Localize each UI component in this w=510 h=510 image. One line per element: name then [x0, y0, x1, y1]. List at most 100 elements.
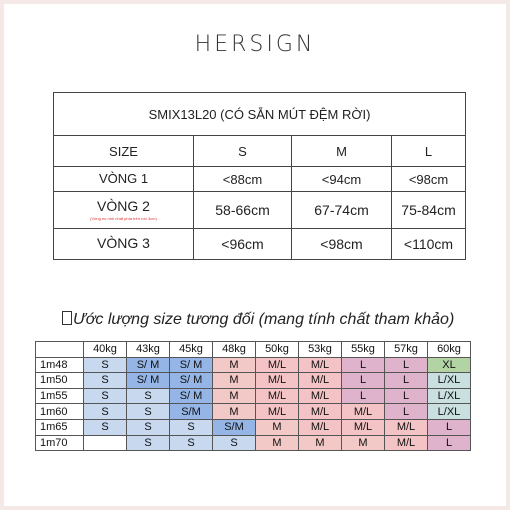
size-cell: M/L: [255, 403, 299, 420]
weight-header-cell: 40kg: [83, 341, 127, 358]
measure-cell: <94cm: [291, 166, 392, 192]
height-row: 1m55 S S S/ M M M/L M/L L L L/XL: [35, 387, 471, 405]
size-cell: S: [83, 418, 127, 436]
weight-size-table: 40kg 43kg 45kg 48kg 50kg 53kg 55kg 57kg 60kg 1m48…: [35, 341, 471, 452]
header-cell: M: [291, 135, 392, 167]
size-cell: M/L: [384, 418, 428, 436]
estimate-heading-text: Ước lượng size tương đối (mang tính chất…: [73, 311, 455, 328]
weight-header-cell: 43kg: [126, 341, 170, 358]
row-label: VÒNG 1: [53, 166, 194, 192]
height-label: 1m60: [35, 403, 84, 420]
size-chart-title-row: SMIX13L20 (CÓ SẴN MÚT ĐỆM RỜI): [52, 92, 467, 136]
weight-header-row: 40kg 43kg 45kg 48kg 50kg 53kg 55kg 57kg 60kg: [35, 341, 471, 358]
size-cell: S: [169, 418, 213, 436]
size-cell: M/L: [298, 403, 342, 420]
size-cell: M/L: [298, 372, 342, 389]
weight-header-cell: 60kg: [427, 341, 471, 358]
height-row: 1m65 S S S S/M M M/L M/L M/L L: [35, 418, 471, 436]
size-cell: [83, 434, 127, 452]
size-cell: M/L: [341, 403, 385, 420]
size-cell: S/ M: [126, 372, 170, 389]
checkbox-icon: [62, 311, 72, 325]
size-cell: S/ M: [169, 356, 213, 374]
size-cell: L: [341, 372, 385, 389]
size-cell: L: [341, 356, 385, 374]
size-cell: M/L: [255, 387, 299, 405]
size-cell: L: [384, 372, 428, 389]
size-chart-row: VÒNG 1 <88cm <94cm <98cm: [53, 166, 467, 192]
brand-logo: HERSIGN: [194, 32, 316, 57]
weight-header-cell: 57kg: [384, 341, 428, 358]
size-cell: S: [83, 387, 127, 405]
weight-header-cell: 53kg: [298, 341, 342, 358]
size-cell: M: [298, 434, 342, 452]
size-cell: L: [341, 387, 385, 405]
size-cell: M: [212, 356, 256, 374]
size-cell: M: [255, 434, 299, 452]
size-cell: S: [169, 434, 213, 452]
size-cell: M: [212, 387, 256, 405]
size-cell: S: [83, 356, 127, 374]
size-chart-row: VÒNG 3 <96cm <98cm <110cm: [53, 228, 467, 260]
height-label: 1m65: [35, 418, 84, 436]
size-cell: L: [384, 403, 428, 420]
product-card: HERSIGN SMIX13L20 (CÓ SẴN MÚT ĐỆM RỜI) S…: [4, 4, 506, 506]
size-cell: M/L: [384, 434, 428, 452]
size-cell: M: [212, 372, 256, 389]
size-cell: L/XL: [427, 387, 471, 405]
size-chart-table: SMIX13L20 (CÓ SẴN MÚT ĐỆM RỜI) SIZE S M …: [52, 92, 467, 260]
estimate-heading: Ước lượng size tương đối (mang tính chất…: [62, 311, 482, 329]
size-cell: S: [126, 403, 170, 420]
row-note: (Vòng eo nhỏ nhất phía trên rốn 3cm): [90, 215, 157, 221]
height-row: 1m70 S S S M M M M/L L: [35, 434, 471, 452]
size-cell: M: [212, 403, 256, 420]
size-cell: L: [427, 434, 471, 452]
size-cell: M/L: [298, 387, 342, 405]
height-label: 1m48: [35, 356, 84, 374]
size-cell: M/L: [255, 356, 299, 374]
size-chart-title: SMIX13L20 (CÓ SẴN MÚT ĐỆM RỜI): [52, 92, 467, 136]
size-cell: L: [384, 356, 428, 374]
height-row: 1m50 S S/ M S/ M M M/L M/L L L L/XL: [35, 372, 471, 389]
measure-cell: 67-74cm: [291, 191, 392, 229]
size-cell: S: [126, 434, 170, 452]
measure-cell: 58-66cm: [193, 191, 292, 229]
size-cell: M/L: [298, 418, 342, 436]
size-cell: S/ M: [169, 387, 213, 405]
measure-cell: <88cm: [193, 166, 292, 192]
height-label: 1m70: [35, 434, 84, 452]
size-cell: S: [126, 387, 170, 405]
measure-cell: <110cm: [390, 228, 467, 260]
header-cell: S: [193, 135, 292, 167]
size-cell: S: [83, 403, 127, 420]
size-cell: L/XL: [427, 372, 471, 389]
size-cell: L: [384, 387, 428, 405]
size-chart-row: VÒNG 2 (Vòng eo nhỏ nhất phía trên rốn 3…: [53, 191, 467, 229]
size-chart-header-row: SIZE S M L: [53, 135, 467, 167]
size-cell: S/M: [212, 418, 256, 436]
corner-cell: [35, 341, 84, 358]
measure-cell: <98cm: [390, 166, 467, 192]
weight-header-cell: 55kg: [341, 341, 385, 358]
height-label: 1m55: [35, 387, 84, 405]
size-cell: M: [255, 418, 299, 436]
size-cell: S: [212, 434, 256, 452]
weight-header-cell: 50kg: [255, 341, 299, 358]
row-label-cell: VÒNG 2 (Vòng eo nhỏ nhất phía trên rốn 3…: [53, 191, 194, 229]
weight-header-cell: 45kg: [169, 341, 213, 358]
size-cell: M: [341, 434, 385, 452]
weight-header-cell: 48kg: [212, 341, 256, 358]
size-cell: L: [427, 418, 471, 436]
size-cell: S: [83, 372, 127, 389]
header-cell: L: [390, 135, 467, 167]
size-cell: S/ M: [169, 372, 213, 389]
size-cell: M/L: [255, 372, 299, 389]
size-cell: XL: [427, 356, 471, 374]
measure-cell: <96cm: [193, 228, 292, 260]
size-cell: S/M: [169, 403, 213, 420]
size-cell: S/ M: [126, 356, 170, 374]
row-label: VÒNG 2: [97, 198, 150, 215]
header-cell: SIZE: [53, 135, 194, 167]
height-row: 1m48 S S/ M S/ M M M/L M/L L L XL: [35, 356, 471, 374]
measure-cell: <98cm: [291, 228, 392, 260]
